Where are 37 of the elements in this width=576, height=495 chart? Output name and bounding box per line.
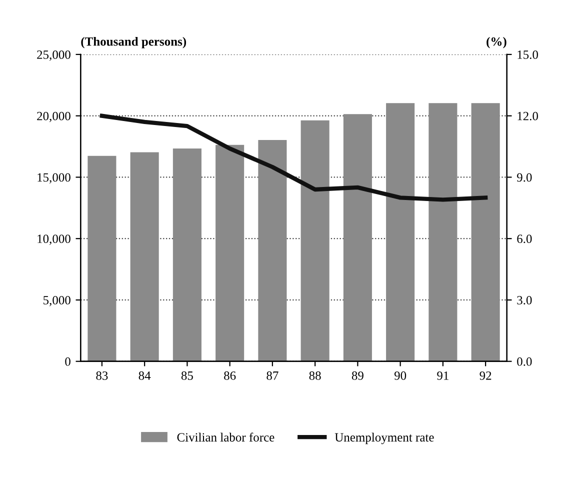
bar xyxy=(428,103,458,362)
y2-tick-label: 0.0 xyxy=(517,357,532,366)
y-tick-label: 15,000 xyxy=(38,173,70,184)
legend-label: Civilian labor force xyxy=(177,432,274,442)
bar xyxy=(300,120,330,362)
x-tick-label: 92 xyxy=(480,371,492,380)
x-tick-label: 86 xyxy=(224,371,236,380)
bar xyxy=(172,148,202,362)
y2-tick-label: 3.0 xyxy=(517,296,532,304)
bar xyxy=(258,140,287,362)
line-series xyxy=(100,114,488,202)
bar xyxy=(471,103,500,362)
y2-tick-label: 15.0 xyxy=(518,50,538,59)
bar xyxy=(216,144,244,362)
x-tick-label: 90 xyxy=(394,371,406,380)
x-tick-label: 85 xyxy=(181,371,193,380)
x-tick-label: 88 xyxy=(309,371,321,380)
y-tick-label: 0 xyxy=(65,357,70,366)
x-tick-label: 87 xyxy=(266,371,278,380)
bar xyxy=(343,114,372,362)
y-tick-label: 5,000 xyxy=(44,296,70,306)
y-axis-title: (Thousand persons) xyxy=(81,36,186,48)
y-tick-label: 10,000 xyxy=(38,234,70,245)
bar xyxy=(130,152,159,362)
y2-axis-title: (%) xyxy=(486,36,506,48)
x-tick-label: 91 xyxy=(437,371,448,380)
x-tick-label: 83 xyxy=(96,371,108,380)
legend-label: Unemployment rate xyxy=(334,432,434,444)
y-tick-label: 25,000 xyxy=(37,50,70,61)
x-tick-label: 84 xyxy=(138,371,151,380)
x-tick-label: 89 xyxy=(352,371,364,380)
y-tick-label: 20,000 xyxy=(37,112,70,122)
bar xyxy=(88,156,116,362)
y2-tick-label: 9.0 xyxy=(517,173,532,182)
y2-tick-label: 12.0 xyxy=(518,112,538,120)
y2-tick-label: 6.0 xyxy=(517,234,532,244)
bar xyxy=(386,103,415,362)
